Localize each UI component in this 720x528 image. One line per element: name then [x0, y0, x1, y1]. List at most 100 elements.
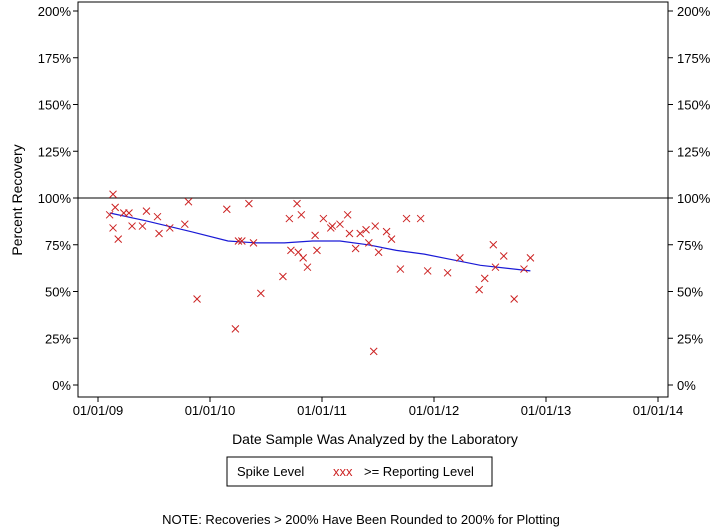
data-point-stroke — [293, 199, 301, 208]
y-tick-label-left: 200% — [38, 4, 72, 19]
data-point-stroke — [423, 267, 432, 275]
data-point — [319, 214, 328, 223]
y-tick-label-left: 50% — [45, 285, 71, 300]
data-point — [111, 203, 120, 212]
y-tick-label-right: 25% — [677, 331, 703, 346]
data-point — [138, 222, 147, 230]
y-tick-label-right: 50% — [677, 285, 703, 300]
data-point — [293, 199, 301, 208]
data-point — [234, 237, 243, 245]
y-tick-label-left: 100% — [38, 191, 72, 206]
y-tick-label-right: 200% — [677, 4, 711, 19]
data-point-stroke — [109, 190, 117, 199]
x-axis-label: Date Sample Was Analyzed by the Laborato… — [232, 431, 518, 447]
x-tick-label: 01/01/14 — [633, 403, 684, 418]
x-tick-label: 01/01/10 — [185, 403, 236, 418]
data-point — [396, 265, 405, 273]
data-point — [256, 289, 265, 298]
data-point — [499, 252, 508, 260]
data-point-stroke — [374, 248, 383, 257]
data-point-stroke — [285, 214, 294, 223]
data-point — [249, 239, 258, 247]
y-tick-label-left: 175% — [38, 51, 72, 66]
data-point-stroke — [109, 224, 117, 232]
data-point — [114, 235, 123, 243]
data-point — [153, 212, 162, 221]
data-point — [287, 246, 295, 255]
data-point — [222, 205, 231, 214]
data-point-stroke — [294, 248, 303, 257]
data-point-stroke — [128, 222, 136, 230]
data-point-stroke — [111, 203, 120, 212]
data-point — [387, 235, 396, 243]
data-point — [125, 209, 133, 217]
data-point-stroke — [382, 227, 391, 236]
data-point-stroke — [303, 263, 312, 272]
x-tick-label: 01/01/11 — [297, 403, 347, 418]
data-point-stroke — [526, 253, 535, 262]
data-point-stroke — [287, 246, 295, 255]
data-point-stroke — [165, 224, 174, 232]
y-axis-label: Percent Recovery — [9, 144, 25, 255]
data-point — [345, 229, 354, 238]
data-point — [343, 210, 352, 219]
data-point-stroke — [125, 209, 133, 217]
x-tick-label: 01/01/12 — [409, 403, 460, 418]
data-point-stroke — [328, 222, 337, 230]
x-tick-label: 01/01/13 — [521, 403, 572, 418]
data-point — [336, 220, 344, 229]
data-point-stroke — [155, 229, 163, 238]
data-point — [279, 272, 287, 281]
y-tick-label-right: 75% — [677, 238, 703, 253]
data-point-stroke — [234, 237, 243, 245]
y-tick-label-left: 75% — [45, 238, 71, 253]
data-point-stroke — [520, 265, 528, 273]
y-tick-label-right: 100% — [677, 191, 711, 206]
data-point-stroke — [231, 325, 240, 333]
y-tick-label-left: 25% — [45, 331, 71, 346]
data-point-stroke — [313, 246, 321, 255]
data-point — [180, 220, 189, 229]
data-point-stroke — [402, 214, 411, 223]
data-point — [456, 253, 464, 262]
data-point — [369, 347, 378, 356]
footnote: NOTE: Recoveries > 200% Have Been Rounde… — [162, 512, 560, 527]
y-tick-label-left: 125% — [38, 144, 72, 159]
data-point-stroke — [343, 210, 352, 219]
data-point-stroke — [356, 229, 365, 238]
data-point-stroke — [142, 207, 151, 215]
y-tick-label-right: 125% — [677, 144, 711, 159]
data-point — [237, 237, 246, 245]
y-tick-label-left: 0% — [52, 378, 71, 393]
data-point-stroke — [480, 274, 489, 283]
data-point — [356, 229, 365, 238]
data-point-stroke — [311, 231, 319, 240]
data-point-stroke — [499, 252, 508, 260]
data-point — [416, 214, 425, 223]
data-point-stroke — [416, 214, 425, 223]
data-point-stroke — [475, 285, 484, 294]
data-point-stroke — [351, 244, 360, 253]
data-point — [109, 224, 117, 232]
data-point — [165, 224, 174, 232]
data-point — [297, 210, 306, 219]
data-point — [328, 222, 337, 230]
data-point — [155, 229, 163, 238]
legend-marker: xxx — [333, 464, 353, 479]
data-point — [443, 268, 452, 277]
data-point — [142, 207, 151, 215]
data-point-stroke — [299, 253, 308, 262]
y-tick-label-right: 0% — [677, 378, 696, 393]
data-point — [510, 295, 519, 303]
data-point — [423, 267, 432, 275]
data-point-stroke — [489, 240, 498, 249]
data-point-stroke — [371, 222, 380, 230]
data-point-stroke — [222, 205, 231, 214]
data-point — [109, 190, 117, 199]
y-tick-label-right: 175% — [677, 51, 711, 66]
data-point-stroke — [180, 220, 189, 229]
data-point-stroke — [491, 263, 500, 272]
trend-line — [109, 212, 531, 272]
data-point-stroke — [105, 210, 114, 219]
data-point-stroke — [443, 268, 452, 277]
